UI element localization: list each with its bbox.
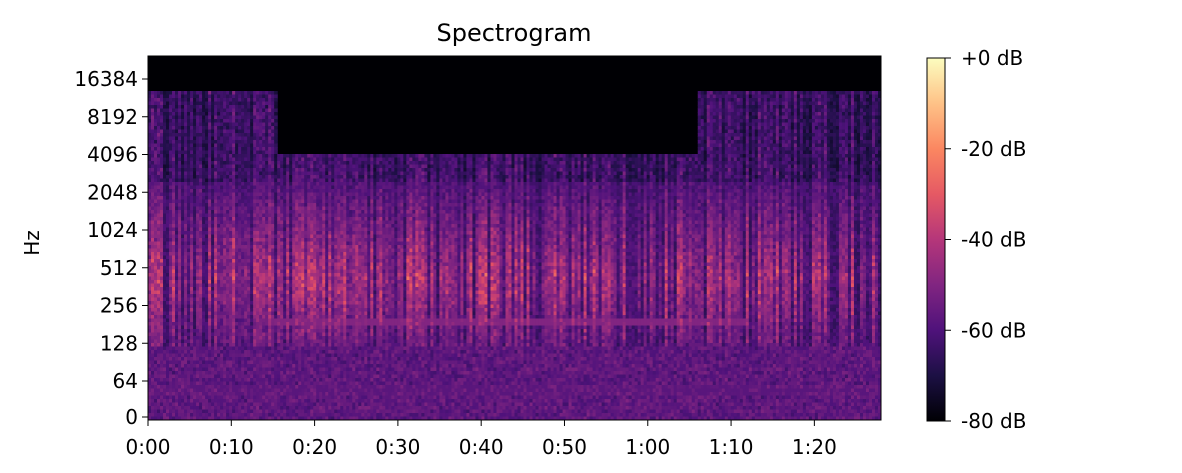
heatmap-cell <box>274 126 278 130</box>
heatmap-cell <box>274 102 278 106</box>
chart-title: Spectrogram <box>436 19 591 47</box>
heatmap-cell <box>274 109 278 113</box>
heatmap-cell <box>274 116 278 120</box>
heatmap-cell <box>274 144 278 148</box>
heatmap-cell <box>274 123 278 127</box>
heatmap-cell <box>274 133 278 137</box>
heatmap-cell <box>274 137 278 141</box>
heatmap-cell <box>274 119 278 123</box>
heatmap-cell <box>274 91 278 95</box>
heatmap-cell <box>274 95 278 99</box>
plot-area <box>148 56 882 421</box>
heatmap-cell <box>274 98 278 102</box>
heatmap-cell <box>274 130 278 134</box>
heatmap-cell <box>274 147 278 151</box>
heatmap-cell <box>274 151 278 155</box>
heatmap-cell <box>274 105 278 109</box>
heatmap-cell <box>274 112 278 116</box>
heatmap-cell <box>274 140 278 144</box>
